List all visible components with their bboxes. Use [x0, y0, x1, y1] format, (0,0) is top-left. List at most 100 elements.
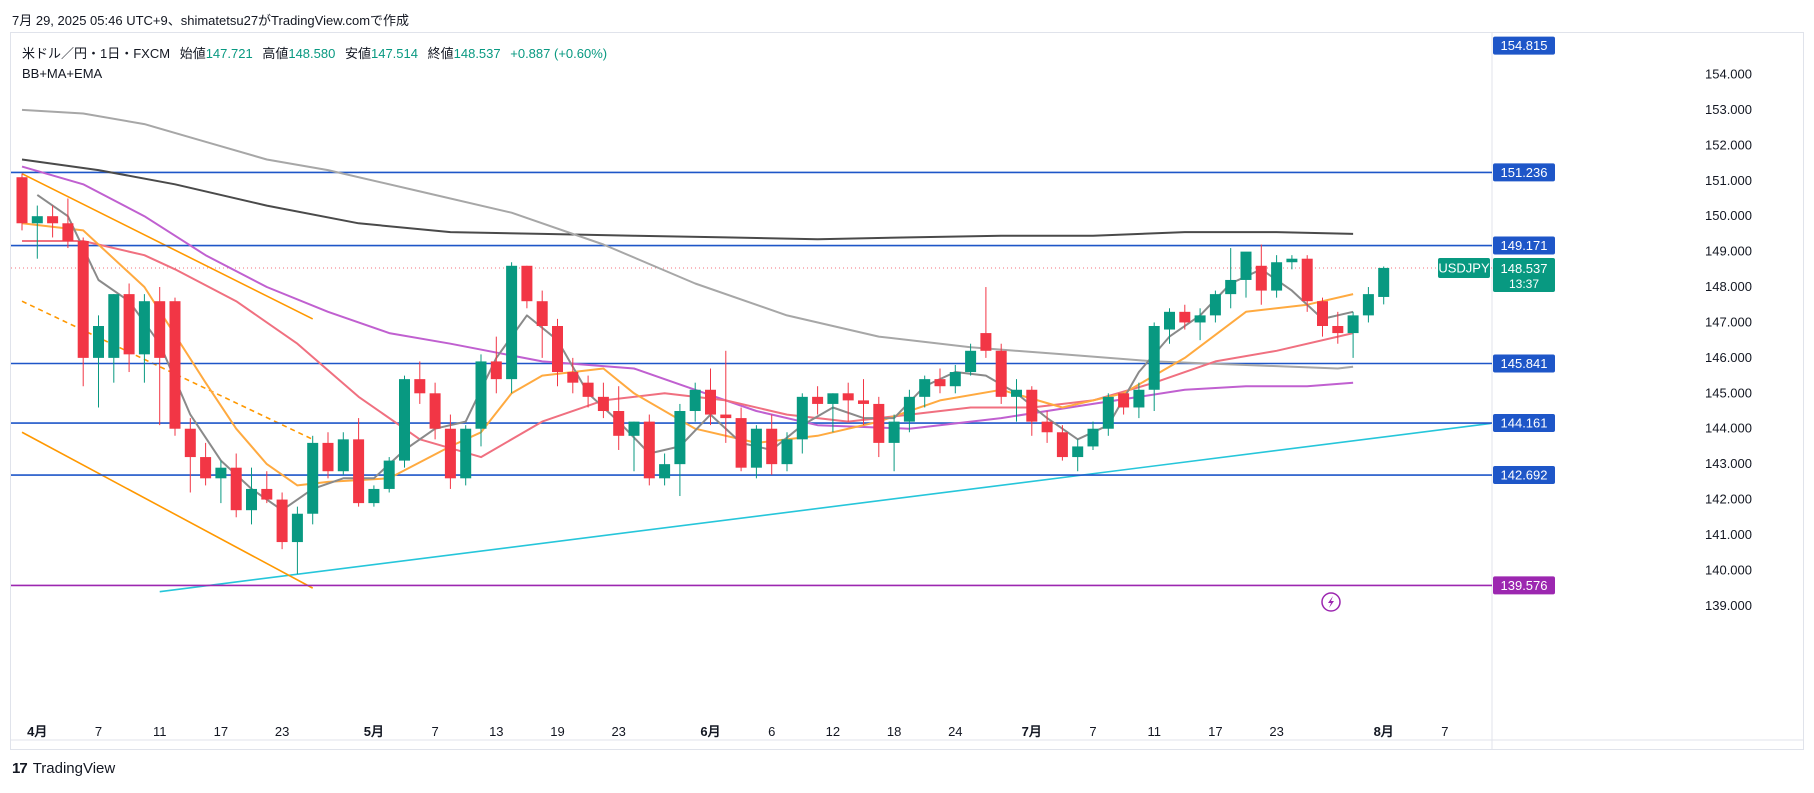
candle-body [1347, 315, 1359, 334]
candle-body [858, 400, 869, 404]
candle-body [184, 428, 196, 458]
candle-body [261, 488, 273, 500]
y-tick-label: 144.000 [1705, 421, 1752, 436]
candle-body [949, 372, 961, 387]
y-tick-label: 152.000 [1705, 137, 1752, 152]
x-tick-label: 17 [214, 724, 228, 739]
candle-body [934, 379, 946, 387]
candle-body [873, 403, 885, 443]
candle-body [735, 418, 747, 468]
level-price-label: 149.171 [1501, 238, 1548, 253]
candle-body [1332, 326, 1344, 334]
symbol-tag-label: USDJPY [1438, 261, 1490, 276]
lightning-icon[interactable] [1321, 592, 1341, 612]
x-tick-label: 5月 [364, 724, 384, 739]
y-tick-label: 140.000 [1705, 562, 1752, 577]
level-price-tag [1493, 466, 1555, 485]
high-value: 148.580 [288, 46, 336, 61]
candle-body [77, 240, 89, 358]
candle-body [1286, 258, 1298, 263]
candle-body [903, 396, 915, 422]
legend-ohlc-row: 米ドル／円・1日・FXCM 始値147.721 高値148.580 安値147.… [22, 44, 607, 64]
candle-body [965, 350, 977, 373]
x-tick-label: 23 [275, 724, 289, 739]
candle-body [138, 301, 150, 355]
y-tick-label: 153.000 [1705, 102, 1752, 117]
candle-body [62, 223, 74, 241]
candle-body [1209, 294, 1221, 316]
candle-body [1118, 393, 1130, 408]
y-tick-label: 154.000 [1705, 67, 1752, 82]
x-tick-label: 11 [1147, 724, 1161, 739]
legend-symbol[interactable]: 米ドル／円・1日・FXCM [22, 46, 171, 61]
candle-body [47, 216, 59, 224]
candle-body [582, 382, 594, 397]
candle-body [781, 439, 793, 465]
x-tick-label: 18 [887, 724, 901, 739]
candle-body [536, 301, 548, 326]
candle-body [490, 361, 502, 380]
candle-body [444, 428, 456, 479]
channel-lower [21, 431, 314, 589]
level-price-tag [1493, 236, 1555, 255]
candle-body [812, 396, 824, 404]
close-value: 148.537 [453, 46, 501, 61]
candle-body [154, 301, 166, 358]
x-tick-label: 7 [95, 724, 102, 739]
candle-body [322, 442, 334, 472]
lightning-bolt-icon [1328, 596, 1334, 608]
candle-body [888, 421, 900, 443]
level-price-tag [1493, 576, 1555, 595]
candle-body [1148, 326, 1160, 390]
candle-body [291, 513, 303, 543]
level-price-label: 142.692 [1501, 468, 1548, 483]
candle-body [506, 265, 518, 380]
candle-body [276, 499, 288, 543]
open-label: 始値 [179, 46, 206, 61]
y-tick-label: 141.000 [1705, 527, 1752, 542]
ma-line-black [21, 158, 1354, 241]
y-tick-label: 147.000 [1705, 314, 1752, 329]
candle-body [307, 442, 319, 514]
candle-body [414, 379, 426, 394]
candle-body [842, 393, 854, 401]
candle-body [1011, 389, 1022, 397]
ma-line-purple [21, 165, 1354, 430]
candle-body [674, 411, 686, 465]
level-price-label: 145.841 [1501, 356, 1548, 371]
candle-body [1225, 279, 1237, 295]
candle-body [750, 428, 762, 468]
current-price-tag [1493, 258, 1555, 293]
x-tick-label: 7 [1089, 724, 1096, 739]
high-label: 高値 [262, 46, 289, 61]
candle-body [1056, 432, 1068, 458]
x-tick-label: 8月 [1374, 724, 1394, 739]
y-tick-label: 142.000 [1705, 492, 1752, 507]
level-price-label: 151.236 [1501, 165, 1548, 180]
y-tick-label: 146.000 [1705, 350, 1752, 365]
current-price-label: 148.537 [1501, 261, 1548, 276]
level-price-tag [1493, 354, 1555, 373]
candle-body [796, 396, 808, 440]
tradingview-branding[interactable]: 17 TradingView [12, 760, 115, 777]
legend-indicators[interactable]: BB+MA+EMA [22, 66, 103, 81]
candle-body [720, 414, 732, 419]
level-price-tag [1493, 163, 1555, 182]
candle-body [1301, 258, 1313, 302]
level-price-tag [1493, 36, 1555, 55]
close-label: 終値 [427, 46, 454, 61]
x-tick-label: 6月 [700, 724, 720, 739]
x-tick-label: 7 [1441, 724, 1448, 739]
candle-body [460, 428, 472, 479]
candle-body [1072, 446, 1084, 458]
candle-body [597, 396, 609, 412]
candle-body [429, 393, 441, 429]
level-price-label: 144.161 [1501, 416, 1548, 431]
candle-body [567, 372, 579, 383]
candle-body [1378, 267, 1390, 297]
x-tick-label: 4月 [27, 724, 47, 739]
candle-body [1194, 315, 1206, 323]
candle-body [368, 488, 380, 504]
candle-body [31, 216, 43, 224]
